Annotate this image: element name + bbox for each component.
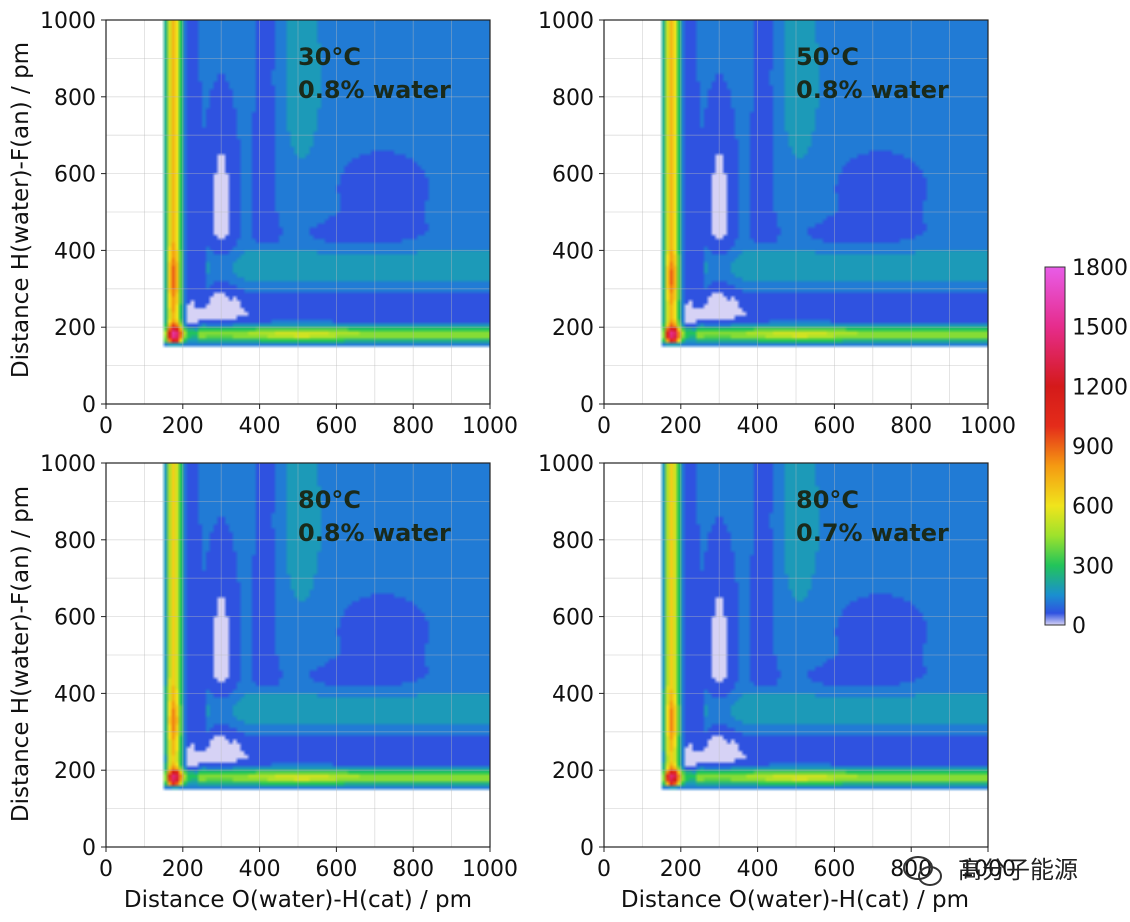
panel-water-content: 0.8% water [298, 76, 451, 104]
grid [106, 463, 490, 847]
panel-water-content: 0.8% water [298, 519, 451, 547]
colorbar-tick-label: 1200 [1072, 375, 1128, 400]
x-tick-label: 0 [99, 857, 113, 882]
y-tick-label: 0 [82, 393, 96, 418]
y-tick-label: 400 [54, 239, 96, 264]
colorbar-tick-label: 1800 [1072, 256, 1128, 281]
y-tick-label: 400 [552, 682, 594, 707]
wechat-icon [903, 856, 942, 886]
x-tick-label: 0 [597, 857, 611, 882]
x-tick-label: 600 [315, 857, 357, 882]
colorbar-tick-label: 600 [1072, 495, 1114, 520]
plot-frame [105, 462, 491, 848]
panel-temperature: 30°C [298, 43, 361, 71]
plot-frame [105, 19, 491, 405]
watermark-text: 高分子能源 [958, 856, 1078, 884]
colorbar-tick-label: 900 [1072, 435, 1114, 460]
y-tick-label: 200 [54, 316, 96, 341]
grid [106, 20, 490, 404]
panel-water-content: 0.7% water [796, 519, 949, 547]
y-tick-label: 600 [54, 163, 96, 188]
xlabel-left: Distance O(water)-H(cat) / pm [124, 887, 472, 913]
colorbar-tick-label: 0 [1072, 614, 1086, 639]
panel-temperature: 80°C [796, 486, 859, 514]
y-tick-label: 600 [552, 163, 594, 188]
y-tick-label: 1000 [538, 9, 594, 34]
x-tick-label: 1000 [960, 414, 1016, 439]
y-tick-label: 0 [82, 836, 96, 861]
y-tick-label: 400 [54, 682, 96, 707]
ylabel-top: Distance H(water)-F(an) / pm [8, 42, 34, 378]
grid [604, 463, 988, 847]
panel-2: 0 200 400 600 800 1000 0 200 400 600 800 1000 50°C 0.… [538, 9, 1016, 439]
x-tick-label: 200 [162, 414, 204, 439]
grid [604, 20, 988, 404]
y-tick-label: 1000 [40, 452, 96, 477]
x-tick-label: 800 [890, 414, 932, 439]
colorbar-tick-label: 1500 [1072, 316, 1128, 341]
panel-temperature: 50°C [796, 43, 859, 71]
panel-water-content: 0.8% water [796, 76, 949, 104]
panel-4: 0 200 400 600 800 10000200400600800100080°C0.… [538, 452, 1016, 882]
colorbar-tick-label: 300 [1072, 554, 1114, 579]
x-tick-label: 200 [162, 857, 204, 882]
ylabel-bottom: Distance H(water)-F(an) / pm [8, 486, 34, 822]
y-tick-label: 0 [580, 393, 594, 418]
x-tick-label: 400 [239, 414, 281, 439]
axis-labels: Distance H(water)-F(an) / pm Distance H(… [8, 42, 969, 913]
xlabel-right: Distance O(water)-H(cat) / pm [621, 887, 969, 913]
x-tick-label: 1000 [462, 414, 518, 439]
panels: 0 200 400 600 800 10000200400600800100030°C0.… [40, 9, 1016, 882]
y-tick-label: 800 [552, 86, 594, 111]
y-tick-label: 0 [580, 836, 594, 861]
panel-1: 0 200 400 600 800 1000 0 200 400 600 800 1000 30°C 0.… [40, 9, 518, 439]
y-tick-label: 200 [54, 759, 96, 784]
x-tick-label: 400 [239, 857, 281, 882]
y-tick-label: 1000 [538, 452, 594, 477]
x-tick-label: 600 [813, 857, 855, 882]
y-tick-label: 200 [552, 316, 594, 341]
plot-frame [603, 19, 989, 405]
panel-temperature: 80°C [298, 486, 361, 514]
panel-3: 0 200 400 600 800 1000 0 200 400 600 800 1000 80°C 0.… [40, 452, 518, 882]
x-tick-label: 800 [392, 857, 434, 882]
plot-frame [603, 462, 989, 848]
y-tick-label: 600 [552, 606, 594, 631]
colorbar-bar [1044, 266, 1066, 626]
y-tick-label: 800 [552, 529, 594, 554]
x-tick-label: 600 [315, 414, 357, 439]
x-tick-label: 400 [737, 414, 779, 439]
x-tick-label: 600 [813, 414, 855, 439]
y-tick-label: 1000 [40, 9, 96, 34]
x-tick-label: 200 [660, 414, 702, 439]
watermark: 高分子能源 [903, 856, 1078, 886]
x-tick-label: 200 [660, 857, 702, 882]
x-tick-label: 0 [597, 414, 611, 439]
x-tick-label: 0 [99, 414, 113, 439]
y-tick-label: 800 [54, 529, 96, 554]
y-tick-label: 200 [552, 759, 594, 784]
y-tick-label: 400 [552, 239, 594, 264]
x-tick-label: 800 [392, 414, 434, 439]
y-tick-label: 800 [54, 86, 96, 111]
colorbar: 0 300 600 900 1200 1500 1800 [1044, 256, 1128, 639]
x-tick-label: 1000 [960, 857, 1016, 882]
x-tick-label: 1000 [462, 857, 518, 882]
y-tick-label: 600 [54, 606, 96, 631]
x-tick-label: 400 [737, 857, 779, 882]
